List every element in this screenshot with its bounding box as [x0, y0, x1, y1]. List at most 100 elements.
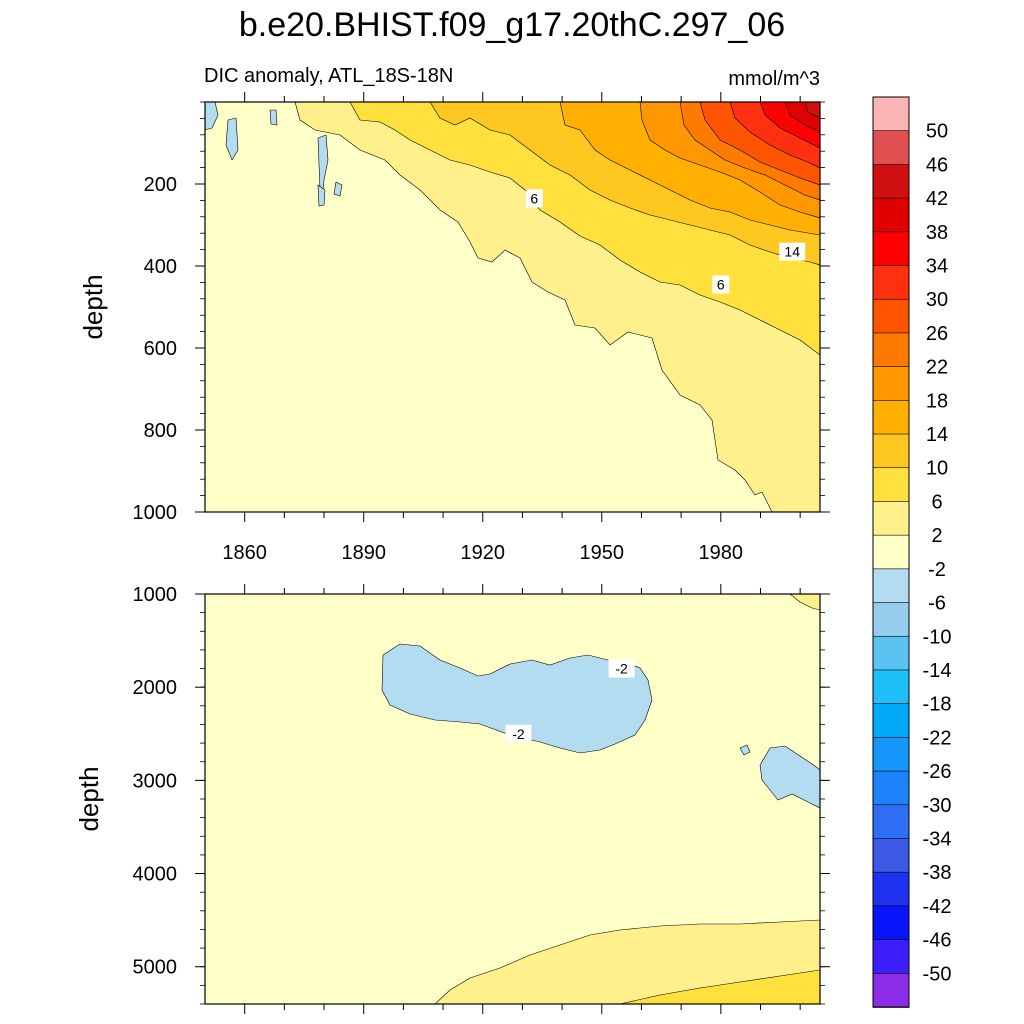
colorbar-label: 30 [926, 289, 948, 311]
colorbar-swatch [872, 467, 910, 503]
colorbar-label: -46 [923, 930, 952, 952]
bottom-negative-blob [381, 643, 653, 754]
bottom-contour-labels: -2 -2 [505, 659, 635, 743]
colorbar-label: -42 [923, 896, 952, 918]
colorbar-label: 50 [926, 121, 948, 143]
top-negative-patch-5 [317, 184, 326, 207]
x-tick-label: 1890 [341, 542, 386, 564]
colorbar-label: 2 [931, 525, 942, 547]
colorbar-label: 6 [931, 491, 942, 513]
left-string: DIC anomaly, ATL_18S-18N [204, 65, 453, 87]
x-tick-label: 1980 [699, 542, 744, 564]
contour-label: -2 [512, 726, 525, 742]
bottom-negative-patch-small [739, 744, 751, 756]
contour-label: 14 [784, 244, 800, 260]
colorbar-swatch [872, 838, 910, 873]
colorbar-swatch [872, 197, 910, 233]
colorbar-label: 14 [926, 424, 948, 446]
colorbar-label: -50 [923, 963, 952, 985]
colorbar-swatch [872, 737, 910, 772]
x-tick-label: 1860 [222, 542, 267, 564]
y-tick-label: 2000 [133, 677, 178, 699]
colorbar-label: -38 [923, 862, 952, 884]
colorbar-label: 18 [926, 390, 948, 412]
contour-label-box [712, 275, 730, 294]
colorbar-label: -30 [923, 795, 952, 817]
colorbar-label: 22 [926, 357, 948, 379]
colorbar-swatch [872, 96, 910, 132]
colorbar-swatch [872, 534, 910, 570]
colorbar-swatch [872, 568, 910, 604]
units-label: mmol/m^3 [728, 68, 820, 90]
x-tick-label: 1920 [460, 542, 505, 564]
contour-label-box [525, 189, 543, 208]
top-negative-patch-1 [205, 102, 219, 131]
colorbar-swatch [872, 602, 910, 638]
contour-label-box [779, 242, 806, 261]
colorbar-swatch [872, 703, 910, 739]
colorbar-label: -10 [923, 626, 952, 648]
colorbar: 50 46 42 38 34 30 26 22 18 14 10 6 2 -2 -6 -10 -14 -18 -22… [872, 96, 952, 1008]
bottom-panel: 1000 2000 3000 4000 5000 -2 -2 depth [74, 584, 830, 1014]
colorbar-label: 10 [926, 458, 948, 480]
colorbar-swatch [872, 366, 910, 402]
top-negative-patch-2 [225, 117, 239, 161]
colorbar-swatch [872, 871, 910, 907]
y-tick-label: 400 [144, 256, 177, 278]
y-tick-label: 3000 [133, 770, 178, 792]
colorbar-label: 42 [926, 188, 948, 210]
y-tick-label: 1000 [133, 584, 178, 606]
main-title: b.e20.BHIST.f09_g17.20thC.297_06 [239, 6, 785, 44]
colorbar-label: -26 [923, 761, 952, 783]
colorbar-swatch [872, 332, 910, 368]
bottom-axes: 1000 2000 3000 4000 5000 [133, 584, 830, 1014]
colorbar-frame [872, 96, 910, 1008]
x-tick-label: 1950 [580, 542, 625, 564]
colorbar-swatch [872, 130, 910, 166]
colorbar-label: 26 [926, 323, 948, 345]
colorbar-swatch [872, 939, 910, 975]
colorbar-label: 38 [926, 222, 948, 244]
colorbar-label: -34 [923, 828, 952, 850]
colorbar-swatch [872, 231, 910, 267]
bottom-y-axis-label: depth [74, 766, 104, 831]
y-tick-label: 600 [144, 338, 177, 360]
colorbar-label: -14 [923, 660, 952, 682]
contour-label: -2 [615, 661, 628, 677]
y-tick-label: 200 [144, 174, 177, 196]
top-contour-field [205, 102, 820, 512]
colorbar-swatch [872, 804, 910, 840]
colorbar-label: 46 [926, 154, 948, 176]
colorbar-swatch [872, 972, 910, 1008]
top-contour-labels: 6 14 6 [525, 189, 806, 294]
colorbar-swatch [872, 905, 910, 941]
contour-label-box [505, 724, 532, 743]
contour-label: 6 [530, 190, 538, 206]
colorbar-label: -6 [928, 593, 946, 615]
colorbar-swatch [872, 669, 910, 705]
top-panel: 200 400 600 800 1000 1860 1890 1920 1950 1980 6 14… [78, 92, 830, 564]
top-negative-patch-4 [333, 181, 343, 197]
bottom-band-2-6 [434, 919, 820, 1004]
colorbar-swatch [872, 400, 910, 435]
y-tick-label: 1000 [133, 502, 178, 524]
colorbar-swatch [872, 298, 910, 334]
bottom-contour-field [205, 594, 820, 1004]
colorbar-swatch [872, 770, 910, 806]
top-y-axis-label: depth [78, 274, 108, 339]
top-axes: 200 400 600 800 1000 1860 1890 1920 1950 1980 [133, 92, 830, 564]
colorbar-label: -18 [923, 694, 952, 716]
colorbar-swatch [872, 501, 910, 536]
colorbar-swatch [872, 164, 910, 199]
contour-label-box [608, 659, 635, 678]
colorbar-swatch [872, 433, 910, 469]
bottom-band-6-10 [619, 969, 820, 1004]
top-plot-frame [204, 101, 821, 513]
y-tick-label: 5000 [133, 957, 178, 979]
colorbar-label: 34 [926, 256, 948, 278]
contour-label: 6 [717, 276, 725, 292]
colorbar-label: -22 [923, 727, 952, 749]
top-band-42-46 [804, 102, 820, 119]
bottom-corner-patch [789, 594, 820, 611]
